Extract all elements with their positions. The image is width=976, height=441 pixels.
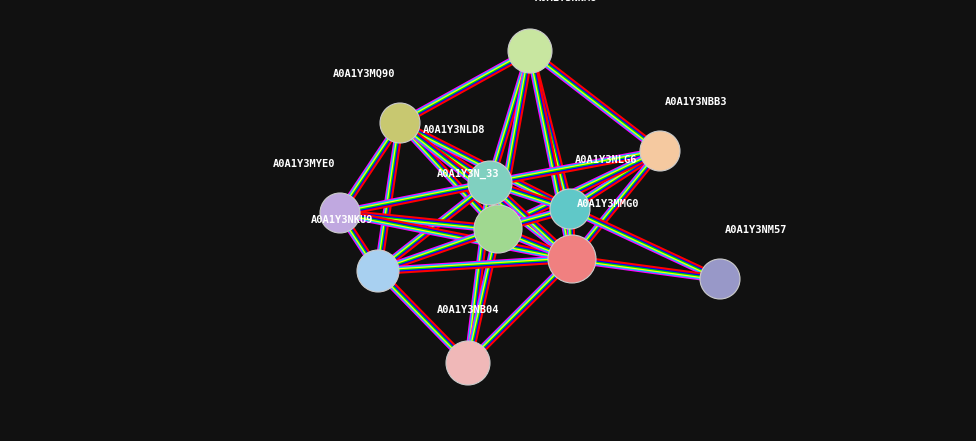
Circle shape bbox=[508, 29, 552, 73]
Text: A0A1Y3NKU9: A0A1Y3NKU9 bbox=[310, 215, 373, 225]
Circle shape bbox=[446, 341, 490, 385]
Text: A0A1Y3MYE0: A0A1Y3MYE0 bbox=[272, 159, 335, 169]
Text: A0A1Y3NNM8: A0A1Y3NNM8 bbox=[535, 0, 597, 3]
Text: A0A1Y3NM57: A0A1Y3NM57 bbox=[725, 225, 788, 235]
Circle shape bbox=[474, 205, 522, 253]
Text: A0A1Y3NLG6: A0A1Y3NLG6 bbox=[575, 155, 637, 165]
Text: A0A1Y3NLD8: A0A1Y3NLD8 bbox=[423, 125, 485, 135]
Text: A0A1Y3MMG0: A0A1Y3MMG0 bbox=[577, 199, 639, 209]
Circle shape bbox=[640, 131, 680, 171]
Text: A0A1Y3NBB3: A0A1Y3NBB3 bbox=[665, 97, 727, 107]
Text: A0A1Y3N_33: A0A1Y3N_33 bbox=[436, 169, 500, 179]
Text: A0A1Y3NB04: A0A1Y3NB04 bbox=[436, 305, 500, 315]
Circle shape bbox=[700, 259, 740, 299]
Circle shape bbox=[548, 235, 596, 283]
Text: A0A1Y3MQ90: A0A1Y3MQ90 bbox=[333, 69, 395, 79]
Circle shape bbox=[320, 193, 360, 233]
Circle shape bbox=[380, 103, 420, 143]
Circle shape bbox=[357, 250, 399, 292]
Circle shape bbox=[468, 161, 512, 205]
Circle shape bbox=[550, 189, 590, 229]
